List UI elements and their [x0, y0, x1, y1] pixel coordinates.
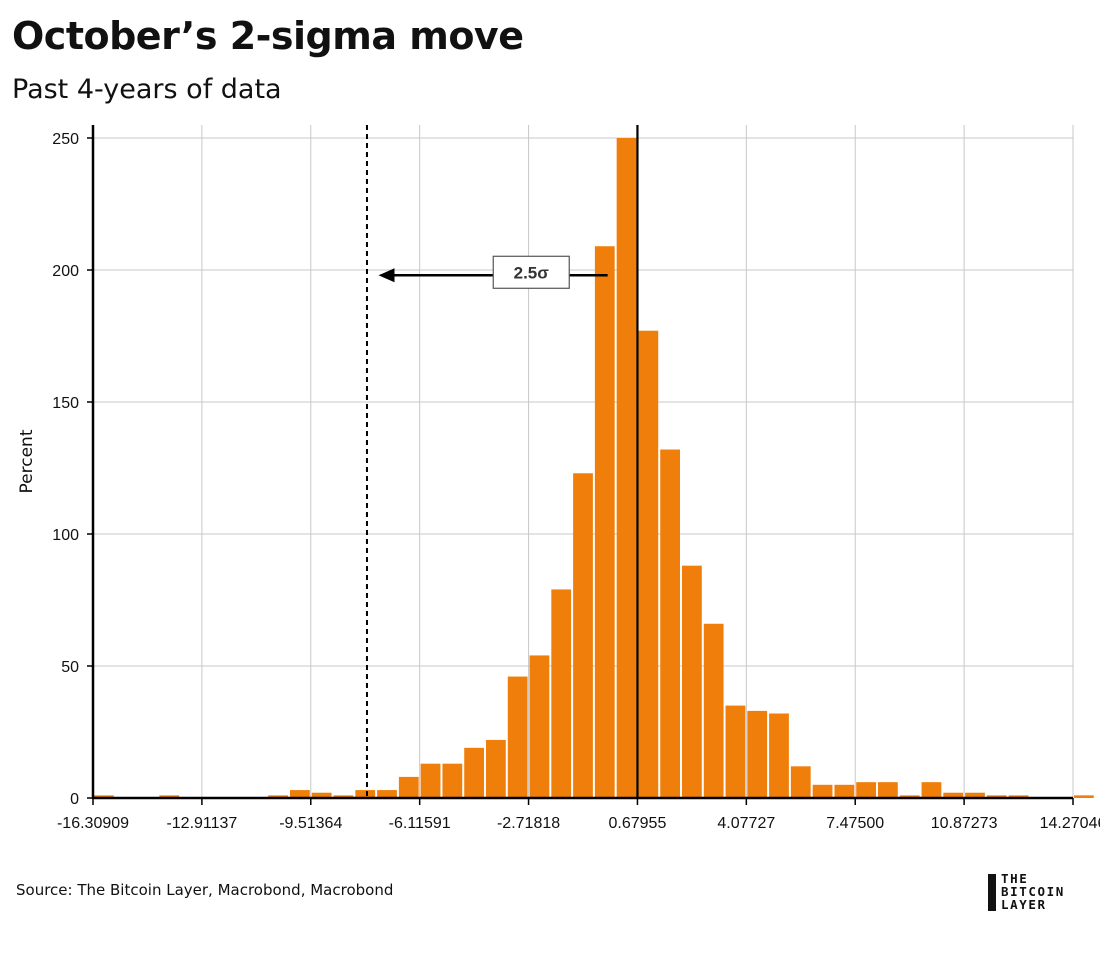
- logo-line-1: THE: [1001, 871, 1029, 886]
- histogram-bar: [442, 763, 463, 798]
- histogram-bar: [1073, 795, 1094, 798]
- histogram-bar: [529, 655, 550, 798]
- histogram-bar: [965, 792, 985, 798]
- annotation-arrowhead-icon: [378, 268, 395, 283]
- logo-bar-icon: [988, 874, 996, 911]
- histogram-bar: [355, 790, 376, 798]
- histogram-bar: [311, 792, 332, 798]
- y-tick-label: 50: [61, 659, 79, 676]
- histogram-bar: [94, 795, 114, 798]
- y-tick-label: 0: [70, 791, 79, 808]
- x-tick-label: 0.67955: [609, 815, 667, 832]
- x-tick-label: 10.87273: [931, 815, 998, 832]
- logo-line-3: LAYER: [1001, 897, 1047, 912]
- chart-subtitle: Past 4-years of data: [12, 74, 282, 105]
- histogram-bar: [856, 782, 876, 798]
- x-tick-label: -12.91137: [166, 815, 237, 832]
- y-tick-label: 150: [52, 395, 79, 412]
- x-tick-label: -6.11591: [389, 815, 451, 832]
- annotation-label: 2.5σ: [514, 263, 550, 282]
- histogram-bar: [986, 795, 1007, 798]
- histogram-bar: [333, 795, 354, 798]
- histogram-bar: [899, 795, 920, 798]
- histogram-bar: [268, 795, 288, 798]
- histogram-bar: [747, 710, 768, 798]
- histogram-bar: [1008, 795, 1029, 798]
- histogram-bar: [660, 449, 680, 798]
- histogram-bar: [703, 623, 724, 798]
- histogram-bar: [834, 784, 855, 798]
- histogram-bar: [616, 138, 637, 798]
- histogram-bar: [551, 589, 572, 798]
- y-tick-label: 250: [52, 131, 79, 148]
- logo-line-2: BITCOIN: [1001, 884, 1065, 899]
- x-tick-label: 14.27046: [1040, 815, 1100, 832]
- histogram-bar: [725, 705, 746, 798]
- histogram-bar: [877, 782, 898, 798]
- histogram-bar: [464, 747, 484, 798]
- histogram-bar: [812, 784, 833, 798]
- histogram-bar: [420, 763, 441, 798]
- histogram-bar: [289, 790, 310, 798]
- x-tick-label: 4.07727: [717, 815, 775, 832]
- histogram-bar: [377, 790, 397, 798]
- y-axis-label: Percent: [17, 429, 37, 493]
- histogram-bar: [790, 766, 811, 798]
- histogram-bar: [638, 330, 659, 798]
- histogram-chart: 0 50 100 150 200 250 -16.30909 -12.91137 -9.5136…: [17, 125, 1100, 832]
- x-tick-label: -9.51364: [279, 815, 342, 832]
- histogram-bar: [485, 739, 506, 798]
- bitcoin-layer-logo: THE BITCOIN LAYER: [988, 872, 1088, 912]
- histogram-bar: [573, 473, 593, 798]
- y-tick-label: 100: [52, 527, 79, 544]
- histogram-bar: [921, 782, 942, 798]
- histogram-bar: [594, 246, 615, 799]
- histogram-bar: [681, 565, 702, 798]
- histogram-bar: [769, 713, 789, 798]
- chart-title: October’s 2-sigma move: [12, 14, 524, 58]
- histogram-bar: [159, 795, 180, 798]
- histogram-bar: [943, 792, 964, 798]
- x-tick-label: 7.47500: [826, 815, 884, 832]
- x-tick-label: -2.71818: [497, 815, 560, 832]
- histogram-bar: [507, 676, 528, 798]
- histogram-bar: [398, 776, 419, 798]
- source-note: Source: The Bitcoin Layer, Macrobond, Ma…: [16, 881, 394, 899]
- y-tick-label: 200: [52, 263, 79, 280]
- x-tick-label: -16.30909: [57, 815, 129, 832]
- logo-text: THE BITCOIN LAYER: [1001, 872, 1065, 911]
- annotation-box: [492, 255, 570, 289]
